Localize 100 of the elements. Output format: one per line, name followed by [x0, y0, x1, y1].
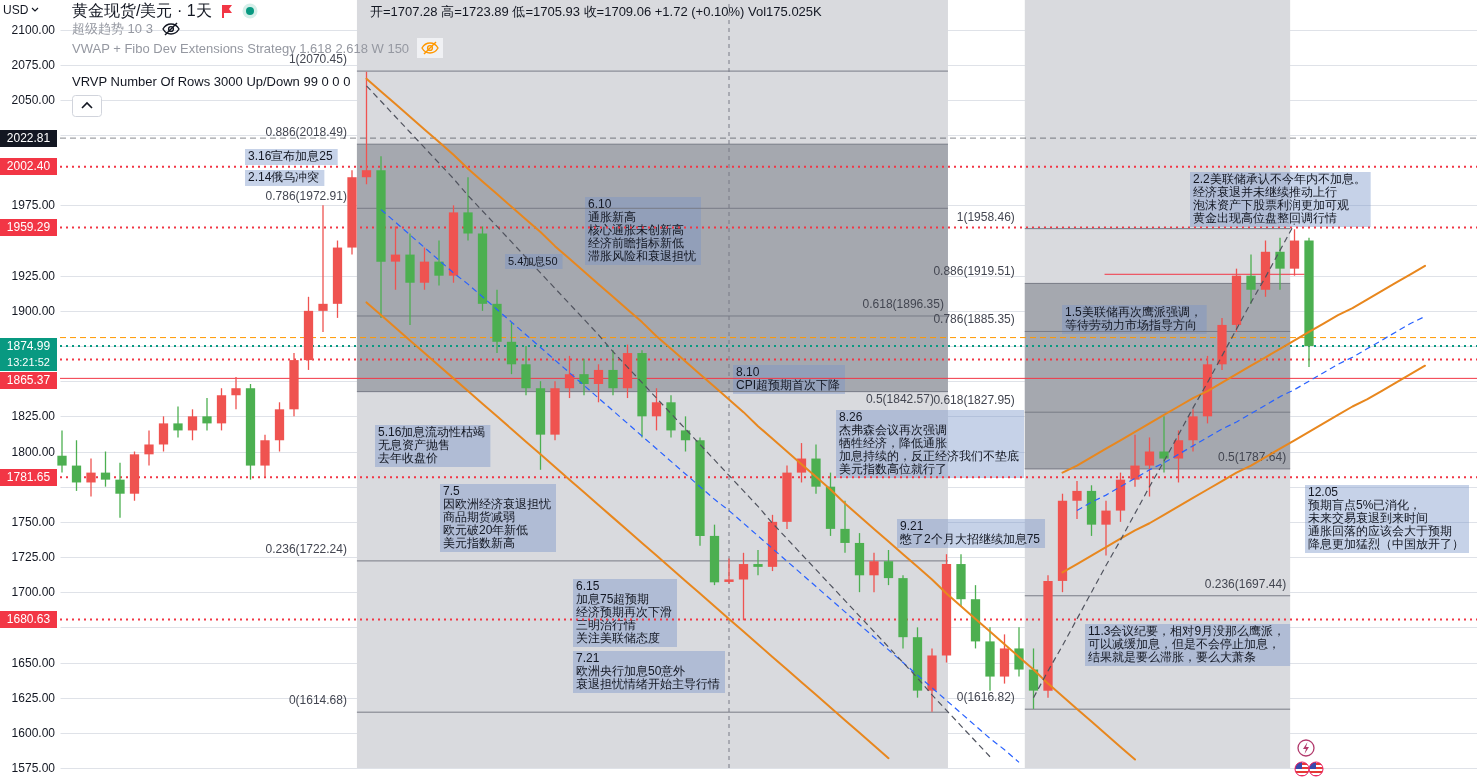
annotation: 8.26: [839, 410, 863, 424]
y-tick-label: 2050.00: [11, 92, 56, 107]
ref-line-label: 1680.63: [0, 610, 57, 628]
y-tick-label: 1750.00: [11, 514, 56, 529]
annotation: 憋了2个月大招继续加息75: [899, 532, 1041, 546]
annotation: 滞胀风险和衰退担忧: [588, 249, 696, 263]
ref-line-label: 0.5(1842.57): [865, 391, 934, 406]
y-tick-label: 1925.00: [11, 268, 56, 283]
annotation: 5.4加息50: [508, 255, 558, 267]
candlestick: [883, 549, 894, 586]
annotation: 美元指数新高: [443, 536, 515, 550]
annotation: 12.05: [1308, 485, 1339, 499]
ref-line-label: 0.886(1919.51): [933, 264, 1015, 279]
annotation: 超级趋势 10 3: [72, 21, 153, 36]
candlestick: [173, 405, 183, 439]
ref-line-label: 0(1616.82): [956, 690, 1015, 705]
y-tick-label: 1600.00: [11, 725, 56, 740]
annotation: 3.16宣布加息25: [248, 149, 334, 163]
ref-line-label: 0.886(2018.49): [265, 125, 347, 140]
y-tick-label: 1650.00: [11, 655, 56, 670]
candlestick: [593, 363, 604, 403]
ref-line-label: 0.618(1827.95): [933, 393, 1015, 408]
candlestick: [738, 552, 749, 621]
ref-line-label: 0.786(1885.35): [933, 312, 1015, 327]
annotation: 通胀新高: [588, 210, 636, 224]
annotation: 经济前瞻指标新低: [588, 236, 684, 250]
candlestick: [115, 462, 125, 519]
annotation: 核心通胀未创新高: [587, 223, 684, 237]
y-tick-label: 1725.00: [11, 550, 56, 565]
annotation: 衰退担忧情绪开始主导行情: [576, 677, 720, 691]
candlestick: [680, 415, 691, 453]
candlestick: [1101, 500, 1111, 557]
annotation: 2.14俄乌冲突: [248, 170, 320, 184]
candlestick: [231, 376, 241, 410]
ref-line-label: 0.236(1697.44): [1204, 576, 1287, 591]
annotation: 8.10: [736, 365, 760, 379]
candlestick: [1275, 237, 1285, 291]
annotation: 经济预期再次下滑: [576, 605, 672, 619]
candlestick: [100, 450, 111, 488]
annotation: 未来交易衰退到来时间: [1308, 511, 1428, 525]
annotation: 去年收盘价: [378, 451, 438, 465]
annotation: 5.16加息流动性枯竭: [378, 425, 486, 439]
candlestick: [318, 204, 328, 333]
annotation: 欧元破20年新低: [443, 523, 529, 537]
annotation: 2.2美联储承认不今年内不加息。: [1193, 172, 1366, 186]
annotation: 通胀回落的应该会大于预期: [1308, 524, 1452, 538]
candlestick: [419, 246, 430, 291]
ref-line-label: 0.236(1722.24): [265, 541, 347, 556]
ref-line-label: 1(2070.45): [288, 52, 347, 67]
candlestick: [463, 176, 473, 242]
ref-line-label: 0.786(1972.91): [265, 189, 347, 204]
y-tick-label: 2100.00: [11, 22, 56, 37]
candlestick: [202, 397, 212, 432]
candlestick: [869, 552, 879, 593]
candlestick: [1173, 429, 1184, 484]
candlestick: [361, 71, 372, 185]
candlestick: [840, 500, 850, 554]
annotation: 降息更加猛烈（中国放开了）: [1308, 537, 1464, 551]
ref-line-label: 1(1958.46): [956, 209, 1015, 224]
y-tick-label: 1625.00: [11, 690, 56, 705]
candlestick: [651, 387, 662, 432]
candlestick: [1028, 647, 1039, 710]
candlestick: [71, 439, 82, 492]
ref-line-label: 2002.40: [0, 158, 57, 176]
candlestick: [1144, 436, 1155, 498]
annotation: 7.5: [443, 484, 461, 498]
annotation: 经济衰退并未继续推动上行: [1193, 185, 1337, 199]
annotation: 美元指数高位就行了: [839, 462, 947, 476]
annotation: 加息持续的，反正经济我们不垫底: [839, 449, 1019, 463]
candlestick: [86, 457, 96, 498]
ref-line-label: 1874.99: [5, 337, 52, 355]
chart-title: 黄金现货/美元 · 1天: [72, 1, 212, 21]
annotation: 11.3会议纪要，相对9月没那么鹰派，: [1088, 624, 1286, 638]
annotation: 商品期货减弱: [443, 510, 515, 524]
annotation: 三明治行情: [576, 618, 636, 632]
annotation: 可以减缓加息，但是不会停止加息，: [1088, 637, 1280, 651]
y-tick-label: 1975.00: [11, 198, 56, 213]
candlestick: [434, 239, 444, 287]
candlestick: [1159, 415, 1169, 474]
ref-line-label: 0(1614.68): [288, 693, 347, 708]
line-series: [1061, 264, 1426, 474]
candlestick: [1130, 433, 1140, 488]
annotation: 关注美联储态度: [576, 631, 660, 645]
ref-line-label: 1865.37: [0, 371, 57, 389]
candlestick: [564, 355, 575, 399]
candlestick: [521, 345, 531, 396]
annotation: CPI超预期首次下降: [736, 378, 841, 392]
ref-line-label: 0.618(1896.35): [862, 296, 944, 311]
annotation: 加息75超预期: [576, 592, 650, 606]
annotation: VRVP Number Of Rows 3000 Up/Down 99 0 0 0: [72, 74, 351, 89]
candlestick: [158, 415, 169, 453]
annotation: 黄金出现高位盘整回调行情: [1193, 211, 1337, 225]
candlestick: [753, 549, 763, 576]
y-tick-label: 1700.00: [11, 585, 56, 600]
annotation: 6.15: [576, 579, 600, 593]
y-tick-label: 2075.00: [11, 57, 56, 72]
y-tick-label: 1575.00: [11, 761, 56, 775]
candlestick: [1072, 480, 1082, 520]
candlestick: [1188, 408, 1198, 453]
annotation: 牺牲经济，降低通胀: [839, 436, 947, 450]
